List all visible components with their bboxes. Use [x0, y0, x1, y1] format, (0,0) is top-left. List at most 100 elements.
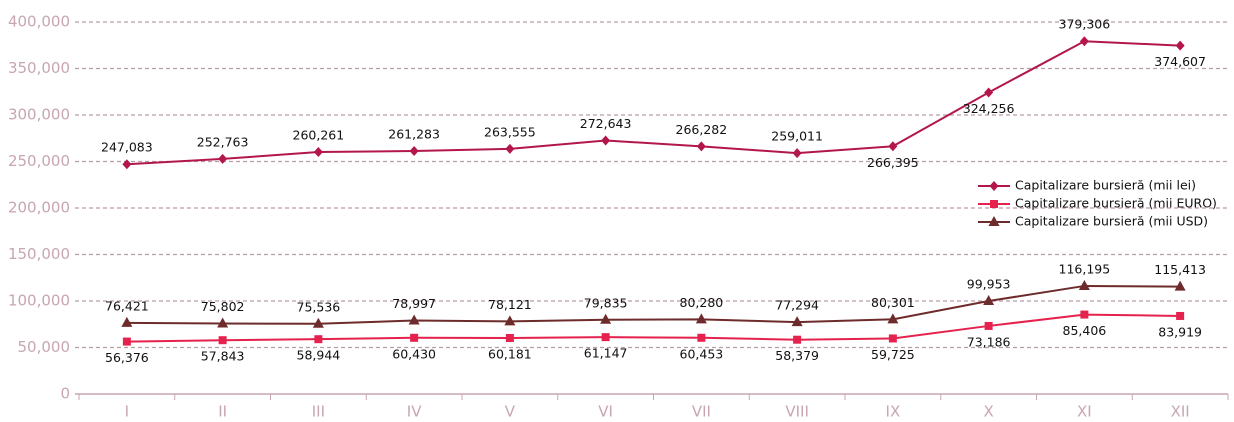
- legend-marker: [989, 181, 999, 191]
- value-label: 83,919: [1158, 324, 1202, 339]
- marker: [601, 135, 611, 146]
- series-line: [126, 313, 1181, 343]
- x-tick-label: I: [125, 403, 129, 421]
- legend-marker: [990, 200, 998, 208]
- marker: [408, 314, 420, 325]
- y-tick-label: 200,000: [8, 199, 70, 217]
- marker: [122, 159, 132, 170]
- value-label: 75,802: [201, 299, 245, 314]
- x-tick-label: IX: [886, 403, 901, 421]
- marker: [312, 317, 324, 328]
- x-tick-label: VII: [692, 403, 711, 421]
- y-tick-label: 350,000: [8, 59, 70, 77]
- marker: [696, 141, 706, 152]
- value-label: 57,843: [201, 349, 245, 364]
- marker: [314, 335, 323, 344]
- marker: [792, 148, 802, 159]
- x-tick-label: V: [505, 403, 516, 421]
- marker: [504, 315, 516, 326]
- value-label: 61,147: [584, 346, 628, 361]
- y-tick-label: 100,000: [8, 292, 70, 310]
- legend-marker: [988, 216, 1000, 226]
- value-label: 77,294: [775, 298, 819, 313]
- marker: [217, 317, 229, 328]
- value-label: 80,301: [871, 295, 915, 310]
- value-label: 78,121: [488, 297, 532, 312]
- marker: [218, 336, 227, 345]
- value-label: 260,261: [293, 127, 345, 142]
- value-label: 266,395: [867, 155, 919, 170]
- marker: [1176, 311, 1185, 320]
- x-tick-label: X: [983, 403, 993, 421]
- value-label: 58,379: [775, 348, 819, 363]
- value-label: 259,011: [771, 129, 823, 144]
- x-tick-label: XII: [1171, 403, 1190, 421]
- marker: [695, 313, 707, 324]
- value-label: 85,406: [1063, 323, 1107, 338]
- y-tick-label: 300,000: [8, 106, 70, 124]
- value-label: 374,607: [1154, 54, 1206, 69]
- marker: [697, 333, 706, 342]
- marker: [887, 313, 899, 324]
- value-label: 60,430: [392, 346, 436, 361]
- marker: [601, 333, 610, 342]
- value-label: 56,376: [105, 350, 149, 365]
- marker: [1174, 280, 1186, 291]
- value-label: 116,195: [1059, 261, 1111, 276]
- marker: [793, 335, 802, 344]
- value-label: 379,306: [1059, 17, 1111, 32]
- marker: [1175, 40, 1185, 51]
- legend-label: Capitalizare bursieră (mii EURO): [1015, 196, 1217, 211]
- x-tick-label: VIII: [785, 403, 809, 421]
- value-label: 266,282: [676, 122, 728, 137]
- value-label: 324,256: [963, 101, 1015, 116]
- marker: [410, 333, 419, 342]
- series-line: [126, 40, 1181, 166]
- value-label: 247,083: [101, 140, 153, 155]
- legend-label: Capitalizare bursieră (mii lei): [1015, 178, 1196, 193]
- marker: [791, 316, 803, 327]
- value-label: 252,763: [197, 134, 249, 149]
- marker: [121, 316, 133, 327]
- marker: [505, 334, 514, 343]
- marker: [888, 334, 897, 343]
- value-label: 99,953: [967, 277, 1011, 292]
- marker: [984, 321, 993, 330]
- value-label: 76,421: [105, 298, 149, 313]
- x-tick-label: VI: [598, 403, 613, 421]
- value-label: 263,555: [484, 124, 536, 139]
- value-label: 59,725: [871, 347, 915, 362]
- x-tick-label: II: [218, 403, 227, 421]
- value-label: 115,413: [1154, 262, 1206, 277]
- y-tick-label: 50,000: [18, 338, 71, 356]
- marker: [888, 141, 898, 152]
- value-label: 272,643: [580, 116, 632, 131]
- legend-label: Capitalizare bursieră (mii USD): [1015, 214, 1208, 229]
- x-tick-label: IV: [407, 403, 422, 421]
- marker: [218, 153, 228, 164]
- marker: [409, 146, 419, 157]
- y-tick-label: 0: [60, 385, 70, 403]
- marker: [313, 146, 323, 157]
- marker: [505, 143, 515, 154]
- value-label: 75,536: [297, 299, 341, 314]
- value-label: 58,944: [297, 348, 341, 363]
- y-tick-label: 250,000: [8, 152, 70, 170]
- value-label: 60,453: [680, 346, 724, 361]
- series-line: [126, 284, 1181, 325]
- marker: [1078, 279, 1090, 290]
- marker: [984, 87, 994, 98]
- value-label: 79,835: [584, 295, 628, 310]
- x-tick-label: III: [312, 403, 325, 421]
- marker: [1080, 310, 1089, 319]
- marker: [983, 295, 995, 306]
- value-label: 78,997: [392, 296, 436, 311]
- x-tick-label: XI: [1077, 403, 1092, 421]
- y-tick-label: 400,000: [8, 13, 70, 31]
- value-label: 60,181: [488, 347, 532, 362]
- value-label: 80,280: [680, 295, 724, 310]
- marker: [122, 337, 131, 346]
- value-label: 261,283: [388, 127, 440, 142]
- marker: [1079, 36, 1089, 47]
